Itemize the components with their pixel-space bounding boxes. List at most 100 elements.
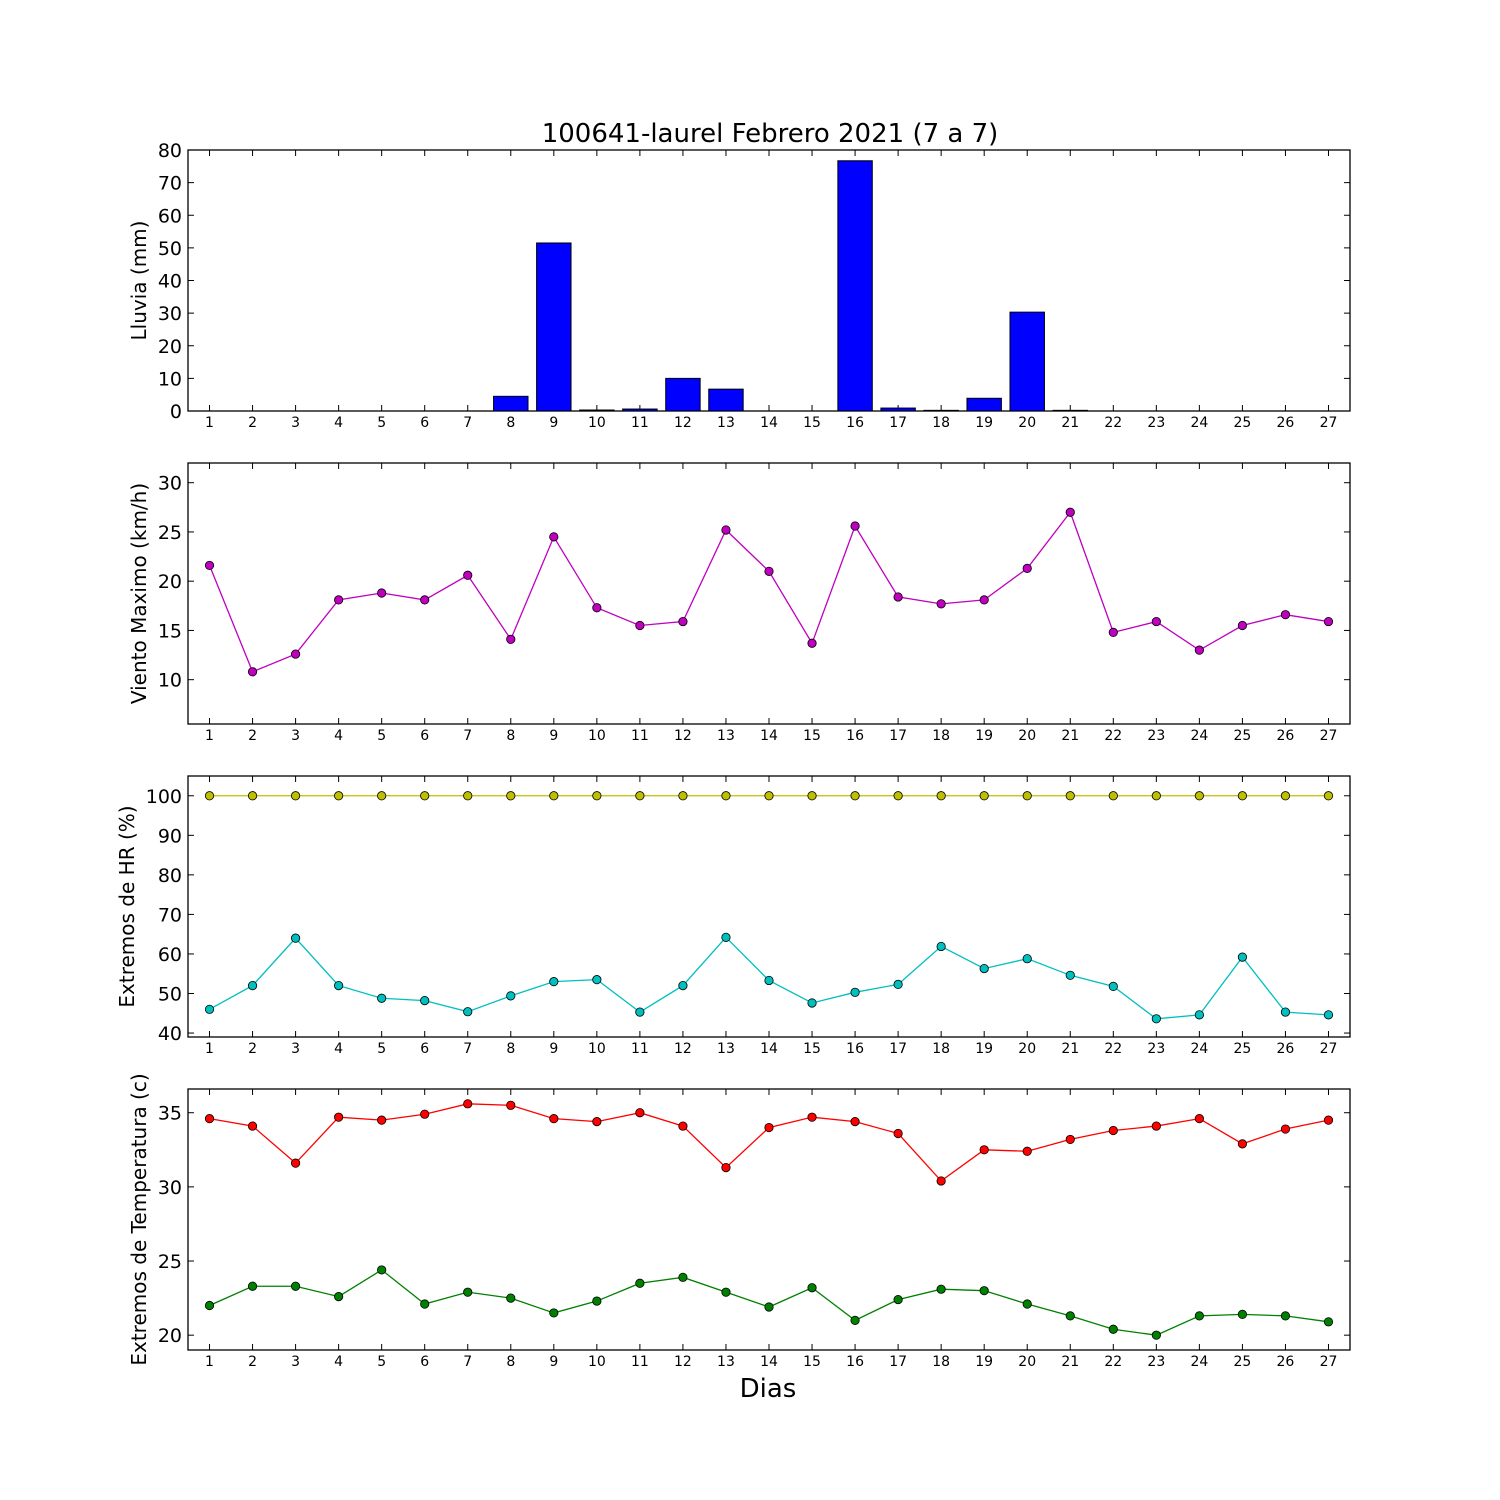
series-1-point [592, 603, 602, 613]
x-tick-label: 11 [631, 728, 649, 744]
x-tick-label: 9 [549, 415, 558, 431]
x-tick-label: 1 [205, 1041, 214, 1057]
series-1-point [549, 791, 559, 801]
series-2-point [334, 980, 344, 991]
series-2-point [1108, 1324, 1118, 1334]
x-tick-label: 12 [674, 728, 692, 744]
x-tick-label: 17 [889, 1354, 907, 1370]
series-2-point [592, 975, 602, 985]
series-1-point [893, 791, 903, 801]
series-1-point [1151, 791, 1161, 801]
x-tick-label: 17 [889, 415, 907, 431]
series-1-point [290, 1158, 301, 1168]
series-1-point [592, 1117, 602, 1127]
series-1-point [678, 791, 688, 801]
series-1-point [204, 1114, 215, 1124]
series-1-point [506, 634, 516, 644]
x-tick-label: 9 [549, 1354, 558, 1370]
y-tick-label: 60 [158, 205, 182, 227]
x-tick-label: 1 [205, 415, 214, 431]
x-tick-label: 23 [1147, 415, 1165, 431]
series-2-point [979, 1286, 989, 1296]
x-tick-label: 26 [1277, 415, 1295, 431]
series-2-point [850, 1315, 860, 1325]
series-1-point [463, 791, 473, 801]
x-tick-label: 4 [334, 1354, 343, 1370]
x-tick-label: 13 [717, 415, 735, 431]
series-2-point [377, 1265, 387, 1275]
y-tick-label: 70 [158, 904, 182, 926]
series-2-point [893, 979, 903, 990]
x-tick-label: 21 [1061, 728, 1079, 744]
bar-day-9 [536, 242, 572, 412]
series-1-point [936, 1176, 946, 1186]
series-2-point [247, 1281, 258, 1291]
series-1-point [1022, 563, 1032, 573]
y-tick-label: 40 [158, 271, 182, 293]
series-2-point [463, 1287, 473, 1297]
series-1-point [1065, 791, 1075, 801]
series-1-point [1108, 627, 1118, 638]
series-2-point [635, 1007, 645, 1017]
x-tick-label: 4 [334, 728, 343, 744]
series-1-point [678, 1121, 688, 1131]
series-2-point [893, 1294, 903, 1305]
series-2-point [850, 987, 860, 997]
y-axis-label: Lluvia (mm) [127, 221, 151, 341]
y-tick-label: 60 [158, 944, 182, 966]
y-tick-label: 20 [158, 1325, 182, 1347]
x-tick-label: 7 [463, 1354, 472, 1370]
series-2-point [420, 1299, 430, 1309]
series-2-point [1065, 970, 1075, 980]
x-tick-label: 21 [1061, 1354, 1079, 1370]
x-tick-label: 2 [248, 728, 257, 744]
series-1-point [1323, 1115, 1334, 1125]
x-tick-label: 22 [1104, 415, 1122, 431]
x-tick-label: 24 [1190, 728, 1208, 744]
x-tick-label: 8 [506, 1041, 515, 1057]
series-2-point [1194, 1010, 1204, 1020]
x-tick-label: 4 [334, 415, 343, 431]
x-tick-label: 9 [549, 1041, 558, 1057]
x-tick-label: 2 [248, 1354, 257, 1370]
series-1-point [936, 791, 946, 801]
y-tick-label: 20 [158, 336, 182, 358]
x-tick-label: 12 [674, 415, 692, 431]
series-1-point [807, 791, 817, 801]
x-tick-label: 19 [975, 1041, 993, 1057]
x-tick-label: 6 [420, 415, 429, 431]
series-1-point [850, 1117, 860, 1127]
plot-frame [187, 149, 1351, 412]
series-1-point [1022, 1146, 1032, 1156]
x-tick-label: 26 [1277, 1041, 1295, 1057]
y-tick-label: 80 [158, 140, 182, 162]
x-tick-label: 13 [717, 1041, 735, 1057]
x-tick-label: 16 [846, 1354, 864, 1370]
series-1-point [1194, 645, 1204, 655]
series-2-point [1022, 1299, 1032, 1309]
series-1-point [377, 791, 387, 801]
x-tick-label: 8 [506, 728, 515, 744]
series-1-point [721, 525, 731, 535]
y-tick-label: 0 [170, 401, 182, 423]
x-tick-label: 3 [291, 1041, 300, 1057]
x-tick-label: 26 [1277, 1354, 1295, 1370]
x-tick-label: 18 [932, 415, 950, 431]
series-1-point [1194, 1114, 1204, 1124]
x-tick-label: 14 [760, 728, 778, 744]
x-tick-label: 10 [588, 415, 606, 431]
y-axis-label: Viento Maximo (km/h) [127, 483, 151, 704]
x-tick-label: 7 [463, 1041, 472, 1057]
x-tick-label: 19 [975, 1354, 993, 1370]
x-tick-label: 18 [932, 1354, 950, 1370]
series-2-point [1151, 1330, 1161, 1340]
x-tick-label: 11 [631, 1041, 649, 1057]
x-tick-label: 25 [1233, 1041, 1251, 1057]
series-2-point [549, 1308, 559, 1318]
x-tick-label: 13 [717, 728, 735, 744]
series-1-point [893, 592, 903, 602]
series-2-point [979, 963, 989, 974]
series-1-point [1237, 1139, 1248, 1149]
series-1-point [1237, 791, 1248, 801]
